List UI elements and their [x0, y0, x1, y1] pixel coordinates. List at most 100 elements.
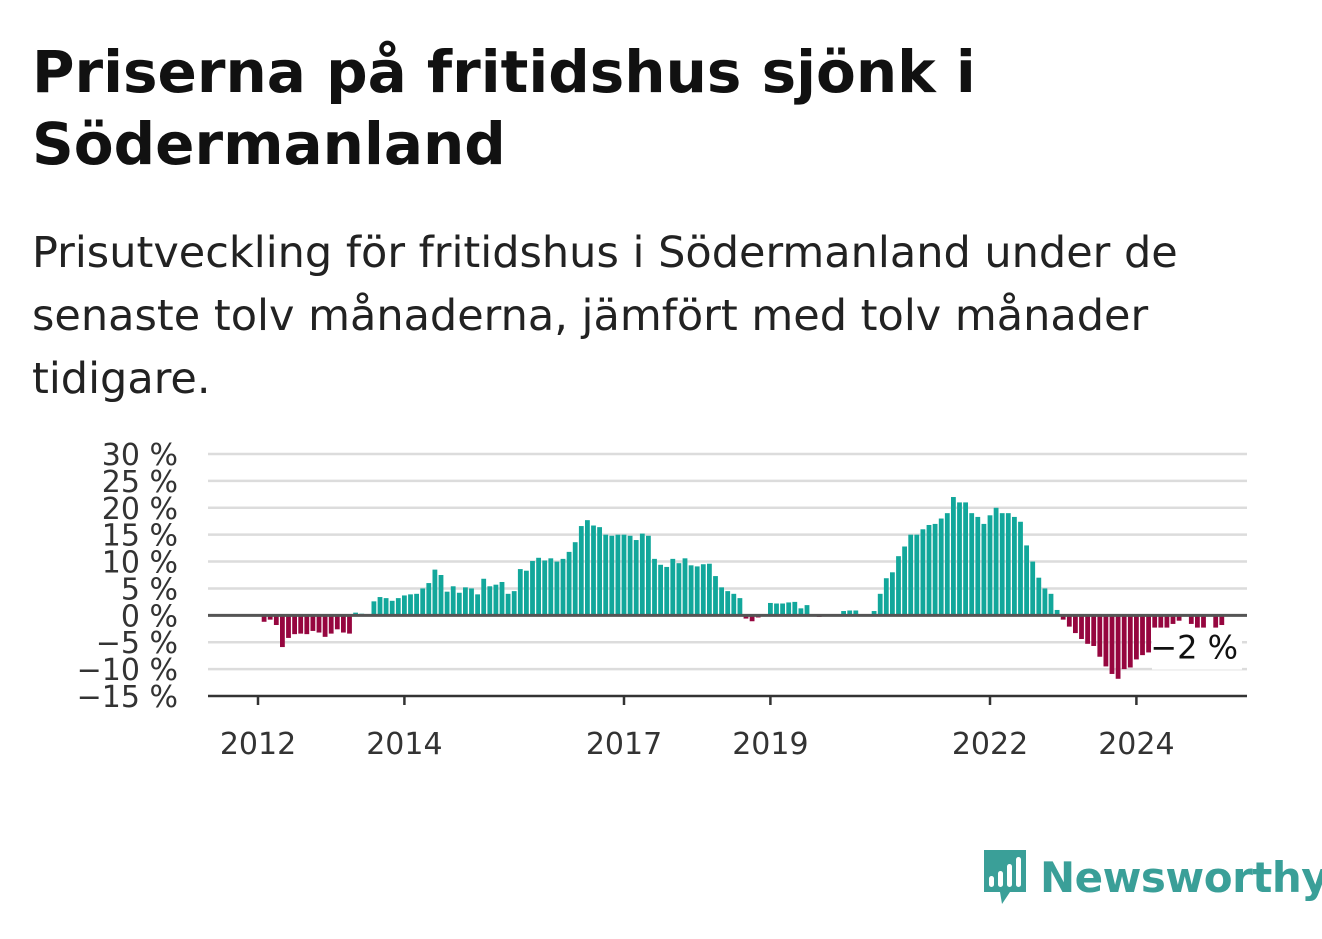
bar [987, 515, 993, 616]
bar [420, 588, 426, 616]
bar [639, 533, 645, 616]
bar [658, 564, 663, 616]
bar [438, 575, 444, 616]
bar [475, 594, 480, 616]
x-tick-label: 2017 [586, 727, 662, 762]
bar [652, 558, 657, 616]
bar [780, 603, 785, 616]
y-tick-label: 5 % [121, 572, 178, 607]
x-tick-label: 2014 [366, 727, 442, 762]
bar [621, 534, 627, 616]
bar [444, 591, 450, 616]
newsworthy-logo-icon [984, 850, 1026, 904]
bar [944, 513, 950, 616]
bar [920, 529, 926, 616]
bar [896, 556, 901, 616]
bar [267, 615, 273, 620]
bar [432, 569, 438, 616]
bar [536, 557, 541, 616]
bar [847, 610, 853, 616]
bar [341, 615, 346, 633]
bar [298, 615, 304, 634]
bar [883, 578, 889, 616]
y-tick-label: 10 % [102, 546, 178, 581]
bar [615, 534, 621, 616]
bar [609, 535, 615, 616]
bar [328, 615, 334, 634]
bar [676, 563, 682, 616]
bar [963, 502, 968, 616]
bar [395, 598, 401, 616]
bar [286, 615, 291, 638]
bar [347, 615, 352, 634]
bar [890, 572, 895, 616]
bar [1201, 615, 1206, 636]
bar [932, 523, 938, 616]
bar [383, 598, 389, 616]
bar [646, 535, 651, 616]
bar [377, 597, 383, 616]
bar-chart: 30 %25 %20 %15 %10 %5 %0 %−5 %−10 %−15 %… [77, 438, 1247, 762]
bar [585, 520, 590, 616]
bar [792, 601, 798, 616]
bar [1195, 615, 1200, 629]
bar [1018, 521, 1023, 616]
bar [957, 502, 962, 616]
bar [1005, 513, 1011, 616]
bar [389, 600, 395, 616]
bar [1176, 615, 1182, 621]
bar [1060, 615, 1066, 620]
bar [627, 535, 633, 616]
bar [554, 561, 560, 616]
bar [1188, 615, 1194, 624]
x-tick-label: 2024 [1098, 727, 1174, 762]
bar [566, 551, 572, 616]
bar [999, 513, 1005, 616]
bar [951, 497, 956, 616]
bar [505, 593, 511, 616]
bar [1097, 615, 1103, 657]
bar [1170, 615, 1176, 624]
brand-logo: Newsworthy [980, 846, 1322, 908]
bar [280, 615, 285, 648]
x-tick-label: 2012 [220, 727, 296, 762]
brand-name: Newsworthy [1040, 852, 1322, 902]
last-value-label: −2 % [1150, 629, 1238, 667]
bar [707, 563, 712, 616]
bar [371, 601, 377, 616]
bar [749, 615, 755, 622]
bar [469, 588, 474, 616]
bar [737, 598, 743, 616]
bar [1085, 615, 1090, 644]
bar [572, 542, 578, 616]
bar [316, 615, 322, 633]
bar [1115, 615, 1121, 679]
y-tick-label: −10 % [77, 653, 178, 688]
y-tick-label: −5 % [96, 626, 178, 661]
bar [408, 594, 413, 616]
bar [1079, 615, 1084, 639]
bar [1213, 615, 1219, 631]
bar [1109, 615, 1115, 674]
bar [548, 558, 554, 616]
bar [1030, 561, 1036, 616]
y-tick-label: 20 % [102, 492, 178, 527]
bar [591, 525, 596, 616]
bar [1042, 588, 1048, 616]
chart-subtitle: Prisutveckling för fritidshus i Söderman… [32, 228, 1178, 404]
bar [334, 615, 340, 630]
bar [414, 593, 419, 616]
bar [774, 603, 779, 616]
bar [402, 595, 407, 616]
bar [1121, 615, 1127, 670]
bar [1140, 615, 1145, 656]
bar [456, 592, 462, 616]
bar [853, 610, 859, 616]
bar [603, 534, 609, 616]
bar [524, 570, 529, 616]
bar [578, 526, 584, 616]
bar [1036, 577, 1042, 616]
bar [731, 593, 737, 616]
bar [975, 516, 981, 616]
bar [981, 523, 987, 616]
